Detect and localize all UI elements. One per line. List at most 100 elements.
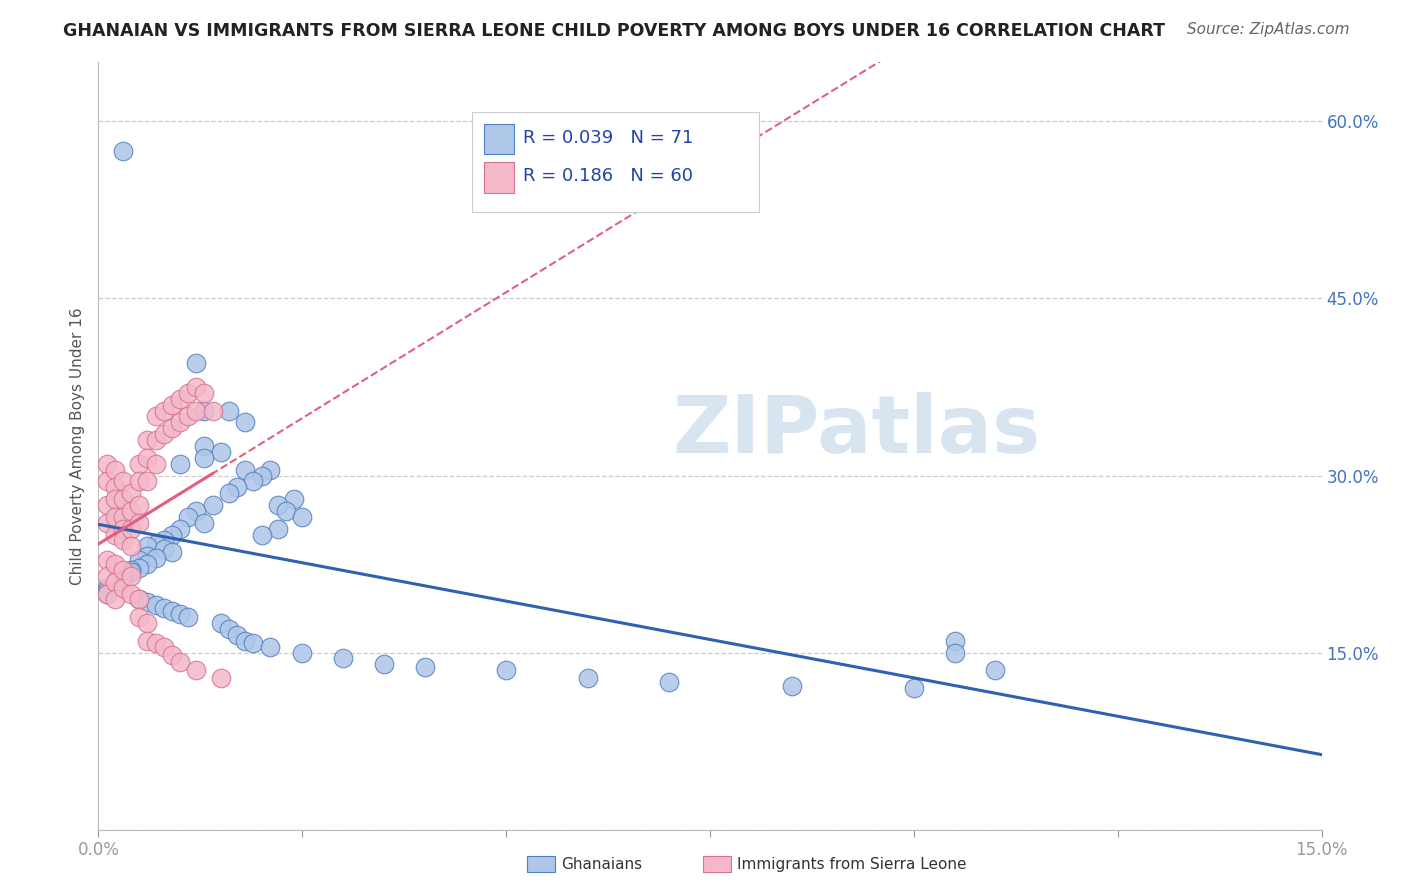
Point (111, 573, 134, 587)
Point (274, 504, 297, 518)
Point (186, 663, 208, 677)
Point (250, 527, 273, 541)
Point (145, 599, 167, 613)
Point (373, 657, 395, 672)
Point (136, 595, 159, 609)
Point (152, 640, 174, 654)
Point (209, 445, 232, 459)
Point (136, 539, 159, 553)
Point (145, 433, 167, 447)
Point (250, 468, 273, 483)
Point (413, 659, 436, 673)
Point (186, 504, 208, 518)
Point (177, 385, 200, 400)
Point (186, 356, 208, 370)
Point (120, 569, 142, 583)
Point (120, 486, 142, 500)
Point (177, 509, 200, 524)
Point (495, 663, 517, 677)
Point (111, 144, 134, 158)
Text: Source: ZipAtlas.com: Source: ZipAtlas.com (1187, 22, 1350, 37)
Point (193, 403, 215, 417)
Point (218, 486, 240, 500)
Point (177, 610, 200, 624)
Point (193, 385, 215, 400)
Point (145, 537, 167, 551)
Point (136, 557, 159, 571)
Point (145, 409, 167, 424)
Point (193, 516, 215, 530)
Point (226, 480, 249, 494)
Point (943, 633, 966, 648)
Point (984, 663, 1007, 677)
Point (104, 574, 127, 589)
Point (96, 569, 118, 583)
Point (104, 577, 127, 591)
Point (128, 592, 150, 607)
Point (152, 541, 174, 556)
Point (120, 566, 142, 580)
Text: R = 0.039   N = 71: R = 0.039 N = 71 (523, 128, 693, 146)
Point (177, 409, 200, 424)
Point (332, 651, 354, 665)
Point (96, 457, 118, 471)
Point (111, 522, 134, 536)
Point (152, 427, 174, 442)
Point (201, 498, 224, 512)
Point (218, 622, 240, 636)
Point (128, 516, 150, 530)
Point (128, 457, 150, 471)
Point (104, 492, 127, 507)
Point (193, 439, 215, 453)
Point (160, 604, 183, 618)
Point (201, 403, 224, 417)
Point (104, 480, 127, 494)
Point (780, 679, 803, 693)
Point (111, 475, 134, 489)
Text: GHANAIAN VS IMMIGRANTS FROM SIERRA LEONE CHILD POVERTY AMONG BOYS UNDER 16 CORRE: GHANAIAN VS IMMIGRANTS FROM SIERRA LEONE… (63, 22, 1166, 40)
Point (111, 533, 134, 548)
Point (128, 610, 150, 624)
Point (226, 628, 249, 642)
FancyBboxPatch shape (484, 124, 515, 154)
Point (160, 398, 183, 412)
Point (152, 600, 174, 615)
Point (120, 504, 142, 518)
Point (259, 462, 281, 476)
Point (291, 509, 314, 524)
Point (233, 633, 256, 648)
Point (242, 475, 264, 489)
Point (291, 646, 314, 660)
Point (242, 636, 264, 650)
Point (136, 433, 159, 447)
Point (120, 563, 142, 577)
Point (96, 516, 118, 530)
Point (209, 615, 232, 630)
Point (128, 592, 150, 607)
Point (136, 450, 159, 465)
Point (96, 586, 118, 600)
Point (136, 633, 159, 648)
Point (120, 522, 142, 536)
Text: Immigrants from Sierra Leone: Immigrants from Sierra Leone (737, 857, 966, 871)
Point (169, 392, 191, 406)
Point (120, 539, 142, 553)
Point (111, 569, 134, 583)
Point (160, 527, 183, 541)
Point (145, 457, 167, 471)
Point (96, 586, 118, 600)
Point (658, 675, 681, 690)
Point (267, 498, 290, 512)
Point (111, 563, 134, 577)
Y-axis label: Child Poverty Among Boys Under 16: Child Poverty Among Boys Under 16 (70, 307, 86, 585)
Point (96, 581, 118, 595)
Point (169, 522, 191, 536)
Point (104, 574, 127, 589)
Point (943, 646, 966, 660)
Point (259, 640, 281, 654)
Point (169, 607, 191, 621)
Point (96, 553, 118, 567)
Point (193, 450, 215, 465)
Point (136, 615, 159, 630)
Point (104, 527, 127, 541)
